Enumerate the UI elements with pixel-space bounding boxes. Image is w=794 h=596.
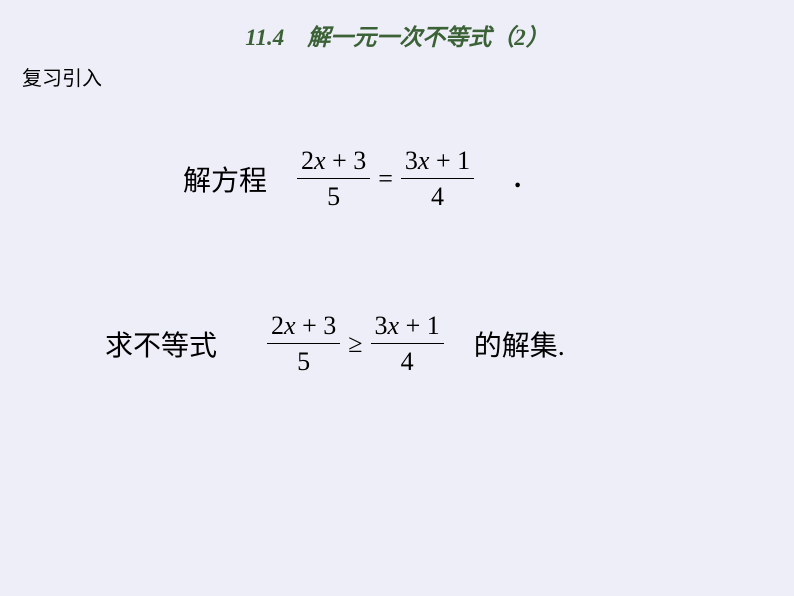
equation-right-numerator: 3x + 1 — [401, 145, 474, 179]
inequality-section: 求不等式 2x + 3 5 ≥ 3x + 1 4 的解集. — [105, 310, 565, 377]
inequality-operator: ≥ — [348, 329, 362, 359]
inequality-label: 求不等式 — [105, 324, 217, 364]
equation-right-fraction: 3x + 1 4 — [401, 145, 474, 212]
equation-left-denominator: 5 — [323, 179, 344, 212]
equation-left-numerator: 2x + 3 — [297, 145, 370, 179]
inequality-right-fraction: 3x + 1 4 — [371, 310, 444, 377]
page-title: 11.4 解一元一次不等式（2） — [0, 0, 794, 52]
equation-section: 解方程 2x + 3 5 = 3x + 1 4 . — [183, 145, 521, 212]
inequality-trailing: 的解集. — [474, 324, 565, 364]
equation-label: 解方程 — [183, 159, 267, 199]
equation-trailing: . — [514, 163, 521, 195]
inequality-right-numerator: 3x + 1 — [371, 310, 444, 344]
equation-expression: 2x + 3 5 = 3x + 1 4 — [297, 145, 474, 212]
inequality-right-denominator: 4 — [397, 344, 418, 377]
equation-left-fraction: 2x + 3 5 — [297, 145, 370, 212]
inequality-left-fraction: 2x + 3 5 — [267, 310, 340, 377]
equation-operator: = — [378, 164, 393, 194]
inequality-left-denominator: 5 — [293, 344, 314, 377]
inequality-expression: 2x + 3 5 ≥ 3x + 1 4 — [267, 310, 444, 377]
equation-right-denominator: 4 — [427, 179, 448, 212]
inequality-left-numerator: 2x + 3 — [267, 310, 340, 344]
review-intro-label: 复习引入 — [22, 62, 102, 91]
